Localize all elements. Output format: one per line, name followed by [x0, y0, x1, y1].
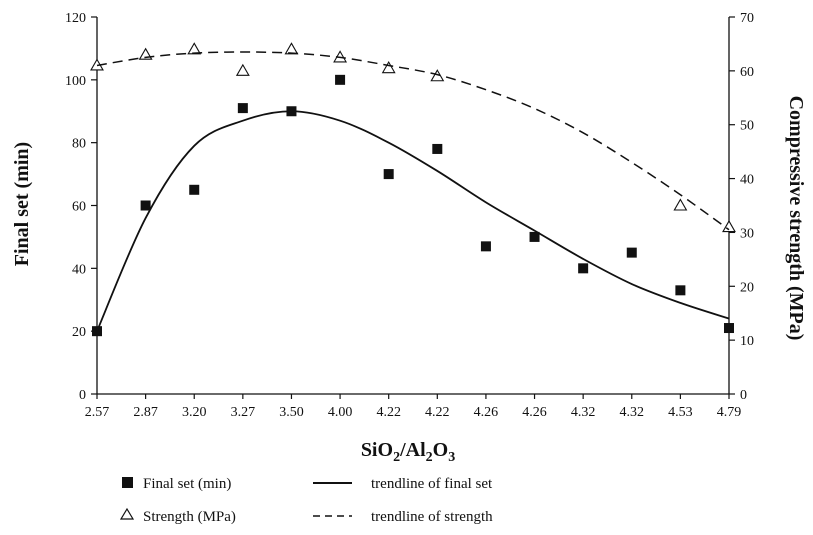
final-set-min-point [675, 285, 686, 296]
strength-mpa-point [673, 198, 688, 211]
y-right-tick-label: 40 [740, 173, 754, 188]
y-left-tick-label: 80 [72, 137, 86, 152]
y-left-tick-label: 0 [79, 388, 86, 403]
trendline-of-final-set-line [96, 110, 730, 332]
y-left-tick-label: 100 [65, 74, 86, 89]
final-set-min-point [140, 200, 151, 211]
final-set-min-point [529, 231, 540, 242]
strength-mpa-point [381, 61, 396, 74]
strength-mpa-point [430, 69, 445, 82]
strength-mpa-point [235, 63, 250, 76]
legend-label-strength: Strength (MPa) [143, 509, 236, 525]
trendline-of-strength-line [96, 51, 730, 231]
x-tick-label: 2.57 [85, 405, 110, 420]
x-axis-title-part-1: SiO [361, 439, 393, 461]
y-right-tick-label: 60 [740, 65, 754, 80]
x-axis-title-sub-1: 2 [393, 450, 400, 465]
final-set-min-point [189, 184, 200, 195]
y-right-tick-label: 70 [740, 11, 754, 26]
x-axis-title-part-2: /Al [399, 439, 426, 461]
y-right-tick-label: 0 [740, 388, 747, 403]
x-tick-label: 2.87 [133, 405, 158, 420]
strength-mpa-point [722, 219, 736, 233]
final-set-min-point [578, 263, 589, 274]
legend-label-final-set: Final set (min) [143, 476, 231, 492]
y-right-tick-label: 30 [740, 226, 754, 241]
x-axis-title: SiO2/Al2O3 [361, 439, 455, 465]
final-set-min-point [237, 103, 248, 114]
y-left-tick-label: 60 [72, 200, 86, 215]
x-tick-label: 4.26 [522, 405, 547, 420]
axes-layer: 0 20 40 60 80 100 120 0 10 20 30 40 50 60 70 2.57 2.87 3.… [65, 11, 754, 420]
legend: Final set (min) trendline of final set S… [119, 476, 493, 525]
x-axis-title-sub-2: 2 [426, 450, 433, 465]
legend-symbol-strength [119, 507, 135, 520]
y-right-tick-label: 50 [740, 119, 754, 134]
y-axis-left-title: Final set (min) [11, 142, 33, 266]
x-tick-label: 4.22 [376, 405, 401, 420]
x-tick-label: 3.27 [231, 405, 256, 420]
final-set-min-point [335, 74, 346, 85]
x-tick-label: 4.32 [571, 405, 596, 420]
series-layer [90, 42, 736, 337]
x-tick-label: 4.22 [425, 405, 450, 420]
x-tick-label: 4.32 [620, 405, 645, 420]
final-set-min-point [724, 323, 734, 334]
x-tick-label: 4.53 [668, 405, 693, 420]
y-right-tick-label: 10 [740, 334, 754, 349]
x-tick-label: 4.00 [328, 405, 353, 420]
x-tick-label: 3.50 [279, 405, 304, 420]
legend-symbol-final-set [122, 477, 133, 488]
x-tick-label: 4.79 [717, 405, 742, 420]
y-left-tick-label: 20 [72, 325, 86, 340]
labels-layer: Final set (min) Compressive strength (MP… [11, 96, 807, 465]
y-right-tick-label: 20 [740, 280, 754, 295]
x-tick-label: 3.20 [182, 405, 207, 420]
strength-mpa-point [284, 42, 299, 55]
legend-label-strength-trendline: trendline of strength [371, 509, 493, 525]
legend-label-final-set-trendline: trendline of final set [371, 476, 493, 492]
x-tick-label: 4.26 [474, 405, 499, 420]
final-set-min-point [626, 247, 637, 258]
final-set-min-point [383, 169, 394, 180]
y-axis-right-title: Compressive strength (MPa) [785, 96, 807, 341]
x-axis-title-part-3: O [433, 439, 449, 461]
x-axis-title-sub-3: 3 [448, 450, 455, 465]
final-set-min-point [480, 241, 491, 252]
y-left-tick-label: 120 [65, 11, 86, 26]
final-set-min-point [432, 143, 443, 154]
y-left-tick-label: 40 [72, 262, 86, 277]
